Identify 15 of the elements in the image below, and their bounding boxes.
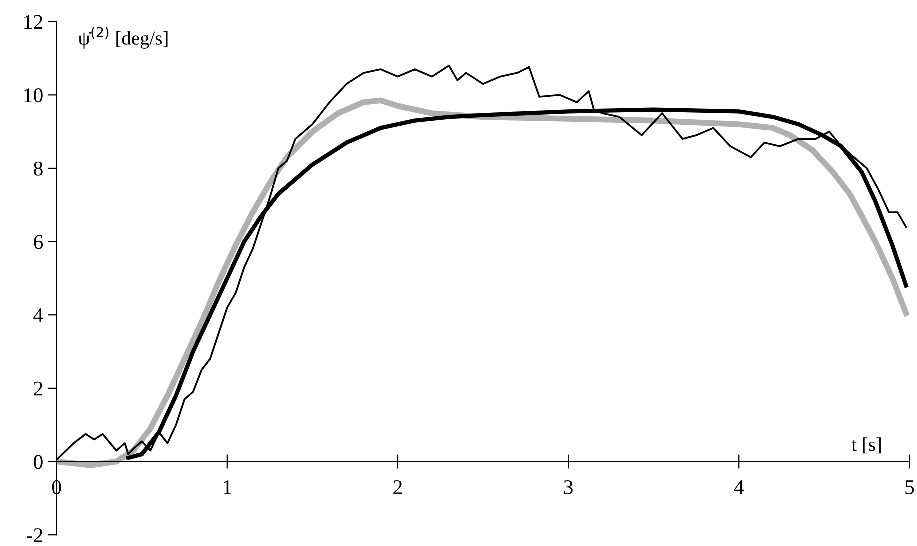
y-tick-label: -2 xyxy=(27,528,43,542)
y-tick-label: 4 xyxy=(34,308,44,322)
y-tick-label: 2 xyxy=(34,382,43,396)
x-axis-title: t [s] xyxy=(852,438,881,454)
y-tick-label: 0 xyxy=(34,455,43,470)
x-tick-label: 5 xyxy=(906,480,914,494)
x-tick-label: 2 xyxy=(394,480,402,494)
y-axis-title: ψ̇$^{(2)}$ [deg/s] xyxy=(78,26,168,49)
y-tick-label: 10 xyxy=(24,88,43,103)
x-tick-label: 3 xyxy=(564,480,573,494)
y-tick-label: 6 xyxy=(34,235,44,250)
x-tick-label: 4 xyxy=(734,480,744,494)
y-tick-label: 12 xyxy=(24,15,43,30)
x-tick-label: 1 xyxy=(224,480,232,494)
y-tick-label: 8 xyxy=(34,162,43,176)
